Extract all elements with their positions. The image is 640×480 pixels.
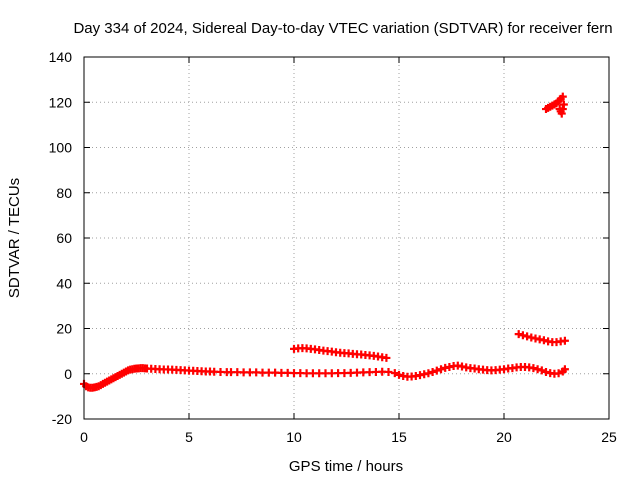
x-tick-label: 15	[391, 429, 407, 445]
data-point	[560, 336, 569, 345]
y-tick-labels: -20 0 20 40 60 80 100 120 140	[49, 49, 73, 427]
y-tick-label: 20	[56, 321, 72, 337]
y-axis-label: SDTVAR / TECUs	[6, 178, 23, 298]
data-point	[539, 336, 548, 345]
data-point	[537, 366, 546, 375]
data-point	[432, 366, 441, 375]
x-tick-label: 10	[286, 429, 302, 445]
data-series	[290, 344, 391, 362]
y-tick-label: 140	[49, 49, 73, 65]
data-point	[395, 370, 403, 379]
x-tick-label: 0	[80, 429, 88, 445]
grid	[84, 57, 609, 419]
y-tick-label: 0	[64, 366, 72, 382]
y-tick-label: 40	[56, 275, 72, 291]
x-tick-labels: 0 5 10 15 20 25	[80, 429, 617, 445]
data-point	[533, 365, 542, 374]
data-point	[542, 367, 550, 376]
data-point	[523, 332, 532, 341]
y-tick-label: 100	[49, 140, 73, 156]
data-point	[559, 100, 568, 109]
data-point	[384, 367, 393, 376]
data-point	[554, 369, 563, 378]
data-point	[514, 330, 523, 339]
data-point	[382, 353, 391, 362]
data-point	[437, 365, 445, 374]
y-tick-label: 60	[56, 230, 72, 246]
x-tick-label: 25	[601, 429, 617, 445]
data-point	[558, 92, 567, 101]
data-points	[80, 92, 569, 392]
x-axis-label: GPS time / hours	[289, 458, 403, 475]
data-point	[390, 369, 399, 378]
data-point	[518, 331, 527, 340]
chart-title: Day 334 of 2024, Sidereal Day-to-day VTE…	[73, 20, 612, 37]
x-tick-label: 5	[185, 429, 193, 445]
data-point	[424, 369, 433, 378]
data-point	[529, 364, 538, 373]
data-point	[560, 365, 569, 374]
data-series	[514, 330, 569, 347]
data-series	[542, 92, 568, 118]
x-tick-label: 20	[496, 429, 512, 445]
plot-frame	[83, 56, 610, 420]
y-tick-label: 120	[49, 94, 73, 110]
data-point	[428, 367, 437, 376]
data-series	[80, 361, 569, 392]
y-tick-label: 80	[56, 185, 72, 201]
y-tick-label: -20	[52, 411, 72, 427]
